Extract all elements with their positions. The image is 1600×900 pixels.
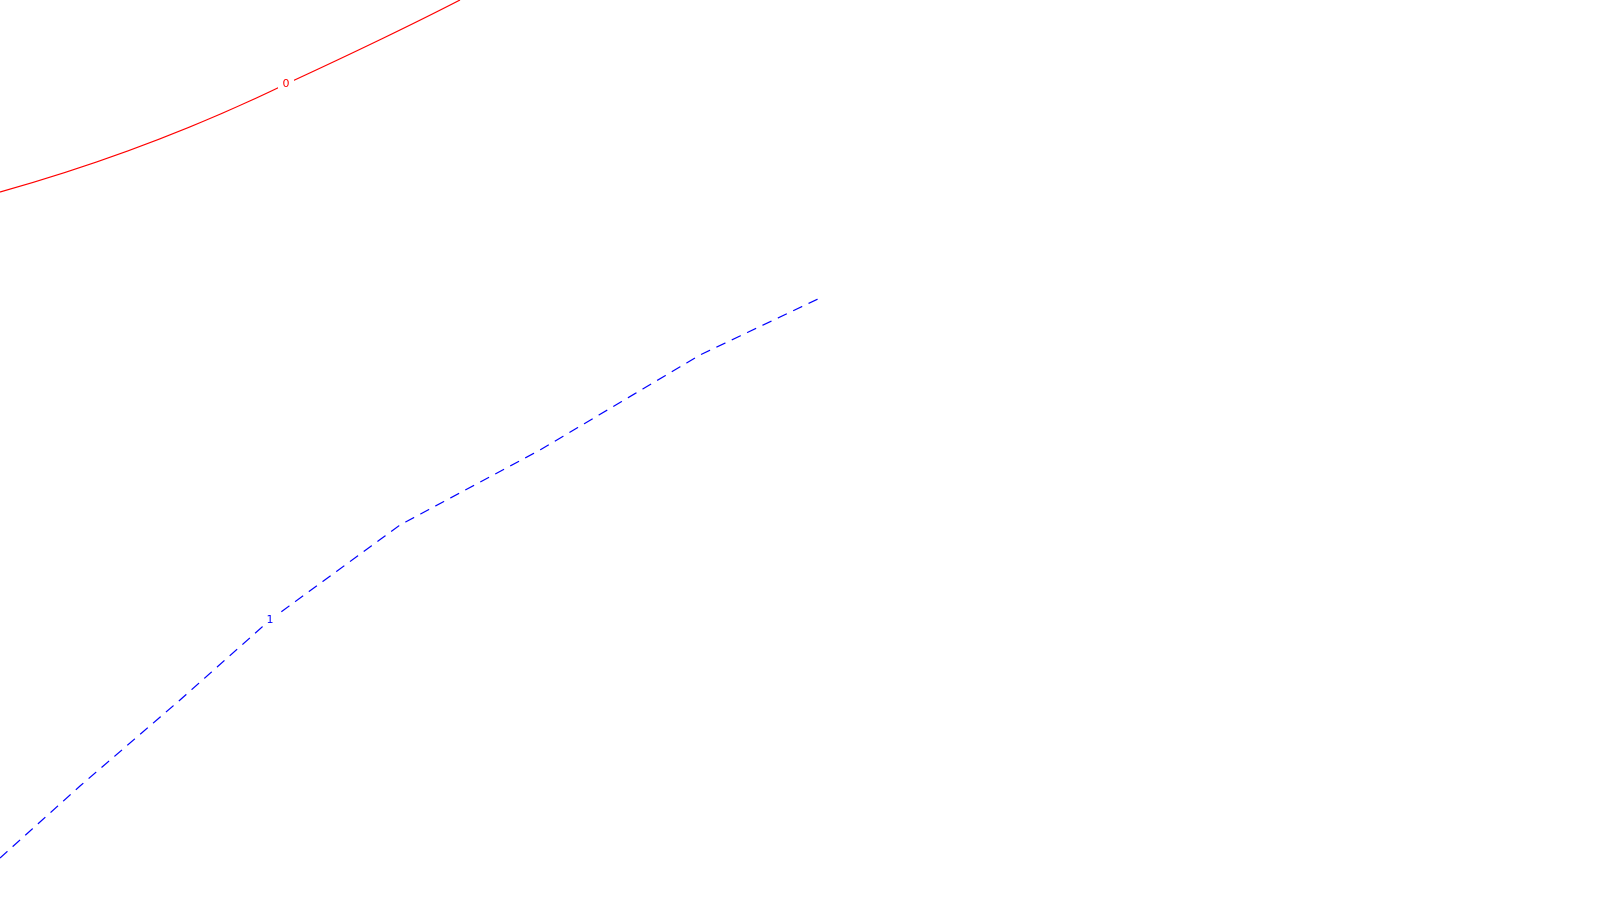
contour-label-bg-0 [278,75,294,89]
contour-label-1: 1 [267,613,274,626]
contour-label-0: 0 [283,77,290,90]
contour-line-0 [0,0,461,193]
contour-label-bg-1 [262,611,278,625]
contour-line-1 [0,297,821,859]
